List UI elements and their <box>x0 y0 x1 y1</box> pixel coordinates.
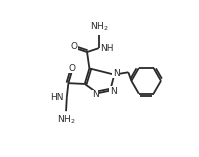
Text: O: O <box>68 64 75 73</box>
Text: N: N <box>110 87 116 96</box>
Text: NH$_2$: NH$_2$ <box>57 114 75 127</box>
Text: NH: NH <box>100 44 114 53</box>
Text: N: N <box>113 69 120 78</box>
Text: NH$_2$: NH$_2$ <box>90 21 109 33</box>
Text: O: O <box>70 42 77 51</box>
Text: N: N <box>92 90 99 99</box>
Text: HN: HN <box>50 93 64 103</box>
